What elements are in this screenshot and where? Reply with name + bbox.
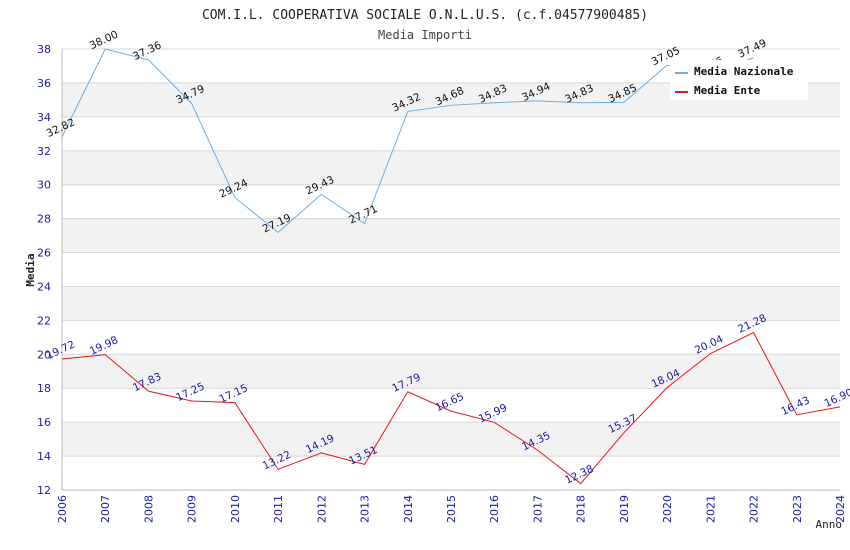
grid-band (62, 286, 840, 321)
series-group (61, 48, 841, 485)
x-tick-label: 2022 (748, 495, 761, 523)
series-line-media-nazionale (61, 48, 754, 234)
legend-label-media-ente: Media Ente (694, 84, 761, 97)
y-axis-label: Media (24, 253, 37, 286)
x-tick-label: 2008 (142, 495, 155, 523)
x-tick-label: 2015 (445, 495, 458, 523)
y-tick-label: 18 (37, 382, 51, 395)
x-tick-label: 2011 (272, 495, 285, 523)
legend-box (670, 60, 808, 100)
legend: Media Nazionale Media Ente (670, 60, 808, 100)
x-tick-label: 2014 (402, 495, 415, 523)
legend-label-media-nazionale: Media Nazionale (694, 65, 794, 78)
grid-band (62, 388, 840, 423)
x-tick-label: 2009 (186, 495, 199, 523)
x-tick-label: 2019 (618, 495, 631, 523)
x-tick-label: 2024 (834, 495, 847, 523)
x-tick-label: 2016 (488, 495, 501, 523)
y-tick-label: 22 (37, 314, 51, 327)
grid-band (62, 116, 840, 151)
x-axis-label: Anno (816, 518, 843, 531)
chart-subtitle: Media Importi (378, 28, 472, 42)
x-tick-label: 2013 (359, 495, 372, 523)
x-tick-label: 2007 (99, 495, 112, 523)
y-tick-label: 30 (37, 179, 51, 192)
grid-bands (62, 49, 840, 490)
x-axis-ticks: 2006 2007 2008 2009 2010 2011 2012 2013 2014 2015… (56, 495, 847, 523)
series-line-media-ente (61, 331, 841, 485)
y-tick-label: 28 (37, 213, 51, 226)
x-tick-label: 2006 (56, 495, 69, 523)
grid-band (62, 456, 840, 490)
grid-band (62, 354, 840, 389)
grid-band (62, 422, 840, 457)
chart-title: COM.I.L. COOPERATIVA SOCIALE O.N.L.U.S. … (202, 8, 648, 23)
x-tick-label: 2012 (315, 495, 328, 523)
y-tick-label: 12 (37, 484, 51, 497)
y-tick-label: 20 (37, 348, 51, 361)
y-tick-label: 14 (37, 450, 51, 463)
y-tick-label: 34 (37, 111, 51, 124)
y-tick-label: 16 (37, 416, 51, 429)
y-axis-ticks: 12 14 16 18 20 22 24 26 28 30 32 34 36 38 (37, 43, 51, 497)
grid-band (62, 252, 840, 287)
y-tick-label: 38 (37, 43, 51, 56)
x-tick-label: 2020 (661, 495, 674, 523)
x-tick-label: 2018 (575, 495, 588, 523)
grid-band (62, 218, 840, 253)
y-tick-label: 26 (37, 247, 51, 260)
x-tick-label: 2010 (229, 495, 242, 523)
grid-band (62, 184, 840, 219)
y-tick-label: 36 (37, 77, 51, 90)
y-tick-label: 32 (37, 145, 51, 158)
y-tick-label: 24 (37, 280, 51, 293)
x-tick-label: 2023 (791, 495, 804, 523)
x-tick-label: 2017 (531, 495, 544, 523)
grid-band (62, 320, 840, 355)
grid-band (62, 150, 840, 185)
x-tick-label: 2021 (704, 495, 717, 523)
